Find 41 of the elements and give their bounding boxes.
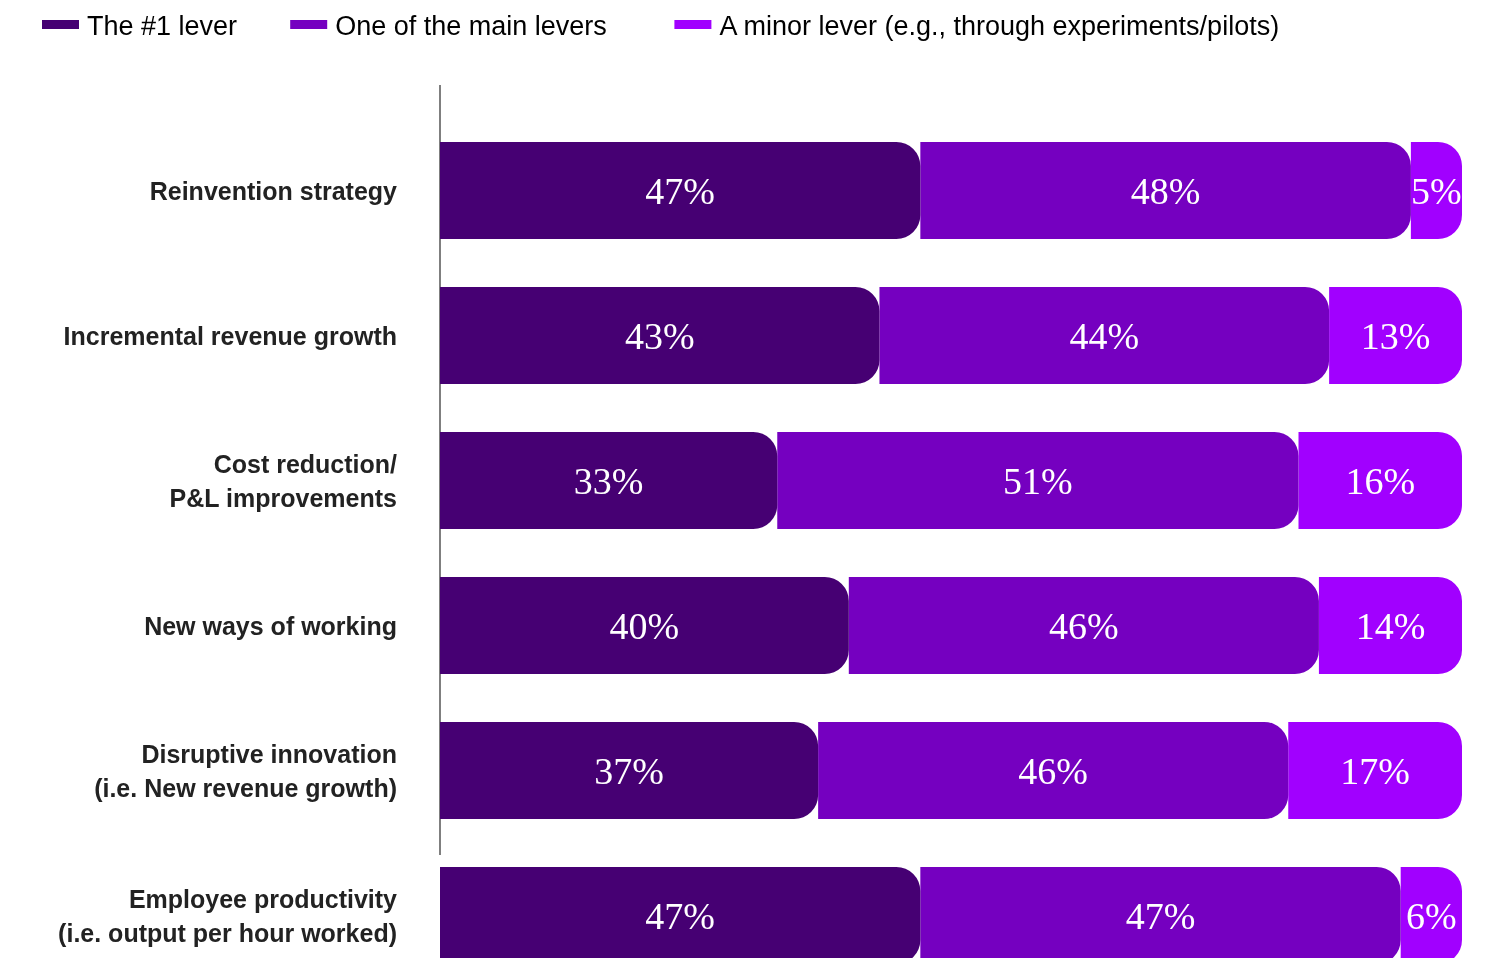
data-label: 46% (1049, 604, 1119, 647)
bar (1288, 721, 1462, 820)
data-label: 47% (645, 169, 715, 212)
y-tick-label: Cost reduction/ P&L improvements (169, 449, 398, 512)
bar (440, 576, 849, 675)
data-label: 44% (1069, 314, 1140, 357)
data-label: 17% (1340, 749, 1410, 792)
data-label: 40% (609, 604, 680, 647)
bar (777, 431, 1299, 530)
data-label: 46% (1018, 749, 1089, 792)
y-tick-label: Disruptive innovation (i.e. New revenue growth) (94, 739, 397, 802)
y-tick-label: New ways of working (144, 611, 397, 640)
data-label: 48% (1130, 169, 1201, 212)
data-label: 16% (1345, 459, 1416, 502)
data-label: 5% (1411, 169, 1462, 212)
legend-label: A minor lever (e.g., through experiments/pilots) (719, 11, 1280, 41)
y-tick-label: Employee productivity (i.e. output per hour worked) (58, 884, 398, 947)
data-label: 6% (1406, 894, 1457, 937)
y-tick-label: Incremental revenue growth (63, 321, 397, 350)
legend-label: One of the main levers (335, 11, 607, 41)
legend-label: The #1 lever (87, 11, 238, 41)
data-label: 47% (1125, 894, 1196, 937)
data-label: 43% (624, 314, 695, 357)
data-label: 13% (1360, 314, 1431, 357)
bar (440, 141, 921, 240)
bar (440, 286, 880, 385)
data-label: 33% (573, 459, 644, 502)
data-label: 14% (1355, 604, 1426, 647)
data-label: 47% (645, 894, 715, 937)
bar (1298, 431, 1462, 530)
data-label: 51% (1003, 459, 1073, 502)
bar (818, 721, 1289, 820)
bar (879, 286, 1330, 385)
bar (440, 431, 778, 530)
data-label: 37% (594, 749, 664, 792)
bar (1318, 576, 1462, 675)
bar (920, 141, 1411, 240)
bar (440, 721, 819, 820)
bar (848, 576, 1319, 675)
bar (1329, 286, 1462, 385)
y-tick-label: Reinvention strategy (149, 176, 398, 205)
